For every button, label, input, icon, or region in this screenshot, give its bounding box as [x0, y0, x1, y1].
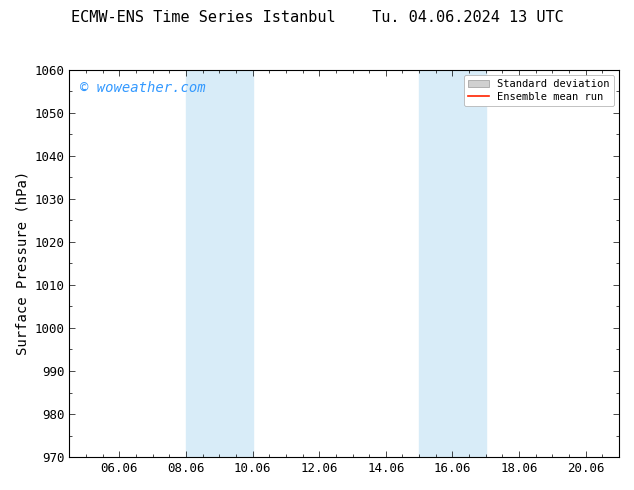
Y-axis label: Surface Pressure (hPa): Surface Pressure (hPa): [15, 171, 29, 355]
Text: © woweather.com: © woweather.com: [81, 81, 206, 95]
Text: ECMW-ENS Time Series Istanbul    Tu. 04.06.2024 13 UTC: ECMW-ENS Time Series Istanbul Tu. 04.06.…: [70, 10, 564, 25]
Legend: Standard deviation, Ensemble mean run: Standard deviation, Ensemble mean run: [464, 75, 614, 106]
Bar: [186, 70, 252, 457]
Bar: [419, 70, 486, 457]
